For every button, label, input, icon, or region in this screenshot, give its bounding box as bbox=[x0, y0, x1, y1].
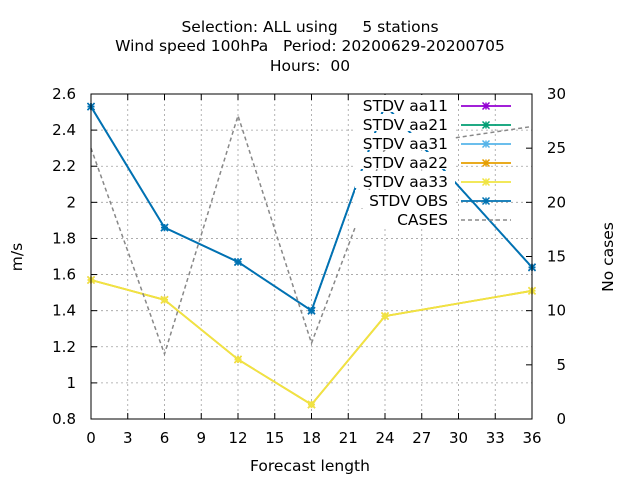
legend-marker bbox=[481, 196, 491, 206]
legend-label: STDV aa11 bbox=[363, 97, 448, 115]
y-tick-label: 2 bbox=[66, 193, 76, 211]
data-point bbox=[307, 400, 316, 409]
legend-item: STDV aa33 bbox=[355, 171, 511, 191]
x-tick-label: 30 bbox=[449, 429, 468, 447]
x-tick-label: 21 bbox=[339, 429, 358, 447]
legend-marker bbox=[481, 177, 491, 187]
legend-label: STDV aa33 bbox=[363, 173, 448, 191]
y2-tick-label: 0 bbox=[556, 410, 566, 428]
legend-item: STDV aa22 bbox=[355, 152, 511, 172]
y2-axis-ticks: 0 5 10 15 20 25 30 bbox=[526, 85, 566, 428]
legend-label: STDV aa21 bbox=[363, 116, 448, 134]
y-tick-label: 1 bbox=[66, 374, 76, 392]
x-tick-label: 24 bbox=[375, 429, 394, 447]
legend-item: STDV aa31 bbox=[355, 133, 511, 153]
y-tick-label: 2.2 bbox=[52, 157, 76, 175]
y-tick-label: 2.6 bbox=[52, 85, 76, 103]
y-tick-label: 2.4 bbox=[52, 121, 76, 139]
y-tick-label: 1.2 bbox=[52, 338, 76, 356]
legend-text-bg bbox=[355, 209, 455, 226]
y2-tick-label: 20 bbox=[547, 193, 566, 211]
x-axis-label: Forecast length bbox=[250, 457, 370, 475]
title-line-1: Selection: ALL using 5 stations bbox=[181, 18, 438, 36]
y2-tick-label: 25 bbox=[547, 139, 566, 157]
y-tick-label: 0.8 bbox=[52, 410, 76, 428]
legend-marker bbox=[481, 158, 491, 168]
legend-text-bg bbox=[355, 152, 455, 169]
legend-marker bbox=[481, 101, 491, 111]
y-tick-label: 1.4 bbox=[52, 302, 76, 320]
y2-tick-label: 15 bbox=[547, 248, 566, 266]
data-point bbox=[233, 257, 243, 266]
x-tick-label: 27 bbox=[412, 429, 431, 447]
legend-label: STDV aa22 bbox=[363, 154, 448, 172]
legend-item: STDV OBS bbox=[355, 190, 511, 210]
x-tick-label: 0 bbox=[86, 429, 96, 447]
y-axis-label: m/s bbox=[8, 243, 26, 271]
x-tick-label: 6 bbox=[160, 429, 170, 447]
plot-frame bbox=[90, 93, 533, 420]
legend-item: STDV aa11 bbox=[355, 95, 511, 115]
x-tick-label: 15 bbox=[265, 429, 284, 447]
legend-text-bg bbox=[355, 171, 455, 188]
legend-text-bg bbox=[355, 133, 455, 150]
legend-label: STDV aa31 bbox=[363, 135, 448, 153]
x-tick-label: 9 bbox=[196, 429, 206, 447]
x-tick-label: 18 bbox=[302, 429, 321, 447]
y-axis-ticks: 0.8 1 1.2 1.4 1.6 1.8 2 2.2 2.4 2.6 bbox=[52, 85, 97, 428]
title-line-3: Hours: 00 bbox=[270, 57, 350, 75]
x-tick-label: 12 bbox=[228, 429, 247, 447]
legend-text-bg bbox=[355, 190, 455, 207]
data-point bbox=[307, 306, 316, 315]
legend-item: STDV aa21 bbox=[355, 114, 511, 134]
y2-tick-label: 30 bbox=[547, 85, 566, 103]
legend-text-bg bbox=[355, 114, 455, 131]
series-line bbox=[90, 103, 533, 313]
legend-text-bg bbox=[355, 95, 455, 112]
legend-marker bbox=[481, 139, 491, 149]
y2-tick-label: 10 bbox=[547, 302, 566, 320]
y2-tick-label: 5 bbox=[556, 356, 566, 374]
x-tick-label: 36 bbox=[522, 429, 541, 447]
data-point bbox=[380, 312, 390, 321]
data-point bbox=[233, 355, 243, 364]
legend-label: CASES bbox=[397, 211, 448, 229]
data-point bbox=[160, 295, 169, 304]
x-tick-label: 3 bbox=[123, 429, 133, 447]
x-tick-label: 33 bbox=[486, 429, 505, 447]
series-line bbox=[90, 279, 533, 406]
legend-label: STDV OBS bbox=[369, 192, 448, 210]
y-tick-label: 1.8 bbox=[52, 229, 76, 247]
y-tick-label: 1.6 bbox=[52, 266, 76, 284]
legend-item: CASES bbox=[355, 209, 511, 229]
grid bbox=[91, 94, 532, 419]
legend-marker bbox=[481, 120, 491, 130]
x-axis-ticks: 0 3 6 9 12 15 18 21 24 27 30 33 36 bbox=[86, 94, 542, 447]
title-line-2: Wind speed 100hPa Period: 20200629-20200… bbox=[115, 37, 505, 55]
y2-axis-label: No cases bbox=[599, 222, 617, 292]
data-point bbox=[160, 223, 169, 232]
